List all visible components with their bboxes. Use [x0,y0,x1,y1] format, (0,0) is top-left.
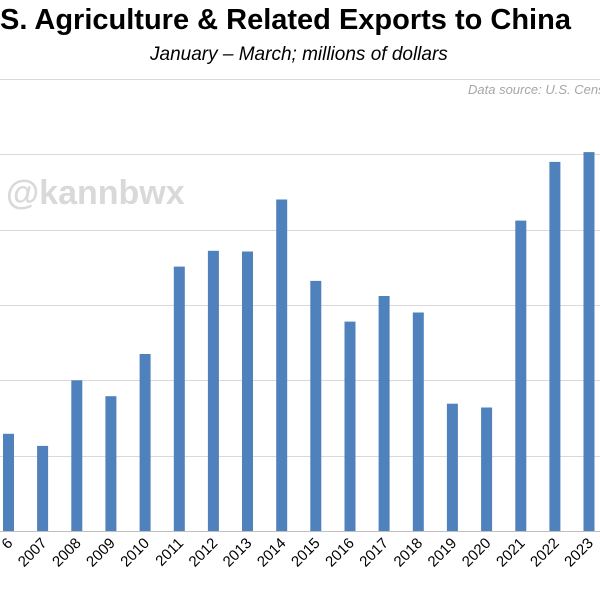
x-tick-label-2021: 2021 [493,535,529,571]
bar-2018 [412,312,424,531]
bar-2014 [276,199,288,531]
bar-2011 [173,266,185,531]
bar-2010 [139,354,151,531]
x-tick-label-2009: 2009 [83,535,119,571]
x-tick-label-2016: 2016 [322,535,358,571]
x-tick-label-2007: 2007 [15,535,51,571]
bar-2021 [515,220,527,531]
bar-2007 [37,445,49,531]
bar-2013 [242,251,253,531]
x-tick-label-2023: 2023 [561,535,597,571]
x-tick-label-2008: 2008 [49,535,85,571]
bar-2016 [344,321,356,531]
watermark: @kannbwx [6,174,185,212]
bar-2015 [310,280,322,531]
x-tick-label-2015: 2015 [288,535,324,571]
bar-2006 [3,433,14,531]
bar-2017 [378,296,390,531]
bar-2020 [481,407,493,531]
x-tick-label-2020: 2020 [459,535,495,571]
gridlines [0,79,600,532]
data-source-note: Data source: U.S. Cens [468,82,600,97]
x-tick-label-2012: 2012 [186,535,222,571]
bar-2023 [583,152,595,531]
x-tick-label-2017: 2017 [356,535,392,571]
x-tick-label-2018: 2018 [391,535,427,571]
bar-2009 [105,396,117,531]
bar-series [3,152,595,532]
x-tick-label-2019: 2019 [425,535,461,571]
x-tick-label-2010: 2010 [117,535,153,571]
bar-2022 [549,161,561,531]
chart-subtitle: January – March; millions of dollars [150,44,448,65]
bar-2012 [207,250,219,532]
bar-2019 [446,403,458,531]
chart-title: S. Agriculture & Related Exports to Chin… [0,4,571,36]
bar-2008 [71,380,83,531]
x-tick-label-2013: 2013 [220,535,256,571]
x-tick-label-2006: 6 [0,535,16,553]
x-tick-label-2011: 2011 [152,535,187,570]
x-tick-label-2014: 2014 [254,535,290,571]
x-tick-label-2022: 2022 [527,535,563,571]
